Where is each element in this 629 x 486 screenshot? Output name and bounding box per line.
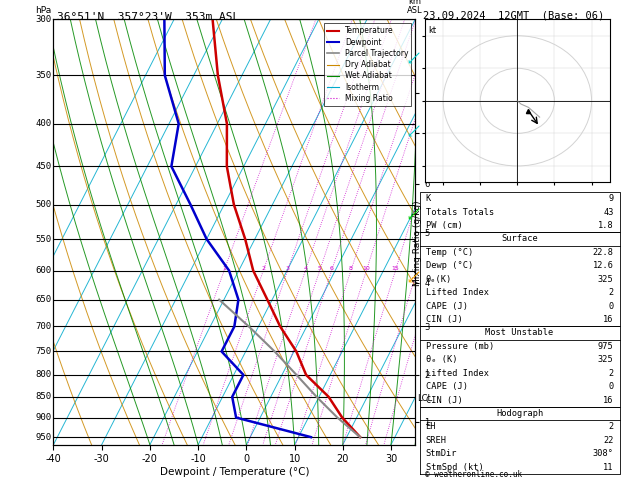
- Text: 1.8: 1.8: [598, 221, 613, 230]
- Text: 16: 16: [603, 315, 613, 324]
- Text: kt: kt: [428, 26, 437, 35]
- Text: 22.8: 22.8: [593, 248, 613, 257]
- Text: 15: 15: [391, 266, 399, 271]
- Text: 23.09.2024  12GMT  (Base: 06): 23.09.2024 12GMT (Base: 06): [423, 11, 604, 21]
- Text: km
ASL: km ASL: [408, 0, 423, 15]
- Text: 750: 750: [35, 347, 52, 356]
- Text: SREH: SREH: [426, 436, 447, 445]
- Text: Pressure (mb): Pressure (mb): [426, 342, 494, 351]
- Text: hPa: hPa: [35, 6, 52, 15]
- Text: StmDir: StmDir: [426, 449, 457, 458]
- Text: 2: 2: [261, 266, 265, 271]
- Text: 2: 2: [608, 369, 613, 378]
- Text: CAPE (J): CAPE (J): [426, 382, 467, 391]
- Text: Dewp (°C): Dewp (°C): [426, 261, 473, 270]
- Text: 3: 3: [286, 266, 289, 271]
- Text: 12.6: 12.6: [593, 261, 613, 270]
- Text: 325: 325: [598, 355, 613, 364]
- Text: 600: 600: [35, 266, 52, 275]
- Text: Surface: Surface: [501, 234, 538, 243]
- Text: CIN (J): CIN (J): [426, 396, 462, 404]
- Text: LCL: LCL: [417, 395, 432, 403]
- Text: 0: 0: [608, 382, 613, 391]
- Text: 6: 6: [330, 266, 333, 271]
- Text: 325: 325: [598, 275, 613, 284]
- Text: ⟵: ⟵: [405, 205, 424, 223]
- Text: 11: 11: [603, 463, 613, 471]
- Text: Lifted Index: Lifted Index: [426, 288, 489, 297]
- Text: 300: 300: [35, 15, 52, 24]
- Text: 950: 950: [35, 433, 52, 442]
- Text: 8: 8: [349, 266, 353, 271]
- Text: Temp (°C): Temp (°C): [426, 248, 473, 257]
- Text: 700: 700: [35, 322, 52, 331]
- Text: 500: 500: [35, 200, 52, 209]
- Text: Mixing Ratio (g/kg): Mixing Ratio (g/kg): [413, 200, 422, 286]
- Text: 5: 5: [318, 266, 321, 271]
- Text: 350: 350: [35, 71, 52, 80]
- Text: 800: 800: [35, 370, 52, 380]
- Text: 308°: 308°: [593, 449, 613, 458]
- Text: © weatheronline.co.uk: © weatheronline.co.uk: [425, 469, 521, 479]
- Text: 16: 16: [603, 396, 613, 404]
- Text: 0: 0: [608, 302, 613, 311]
- Text: Most Unstable: Most Unstable: [486, 329, 554, 337]
- Text: θₑ(K): θₑ(K): [426, 275, 452, 284]
- Text: PW (cm): PW (cm): [426, 221, 462, 230]
- Text: θₑ (K): θₑ (K): [426, 355, 457, 364]
- Text: 43: 43: [603, 208, 613, 217]
- Text: ⟵: ⟵: [405, 122, 424, 140]
- Text: 850: 850: [35, 392, 52, 401]
- Text: 1: 1: [222, 266, 226, 271]
- Text: 900: 900: [35, 413, 52, 422]
- Text: Lifted Index: Lifted Index: [426, 369, 489, 378]
- Text: 400: 400: [35, 119, 52, 128]
- Text: EH: EH: [426, 422, 436, 432]
- Text: ⟵: ⟵: [405, 268, 424, 286]
- Text: 22: 22: [603, 436, 613, 445]
- Text: ⟵: ⟵: [405, 49, 424, 68]
- Text: 650: 650: [35, 295, 52, 304]
- Text: Hodograph: Hodograph: [496, 409, 543, 418]
- Text: K: K: [426, 194, 431, 203]
- Text: 550: 550: [35, 235, 52, 243]
- Text: Totals Totals: Totals Totals: [426, 208, 494, 217]
- Text: CAPE (J): CAPE (J): [426, 302, 467, 311]
- Text: 2: 2: [608, 422, 613, 432]
- Text: 975: 975: [598, 342, 613, 351]
- Text: 4: 4: [303, 266, 308, 271]
- Text: 450: 450: [35, 162, 52, 171]
- Text: 2: 2: [608, 288, 613, 297]
- Text: CIN (J): CIN (J): [426, 315, 462, 324]
- Text: 36°51'N  357°23'W  353m ASL: 36°51'N 357°23'W 353m ASL: [57, 12, 239, 22]
- Legend: Temperature, Dewpoint, Parcel Trajectory, Dry Adiabat, Wet Adiabat, Isotherm, Mi: Temperature, Dewpoint, Parcel Trajectory…: [324, 23, 411, 106]
- Text: 9: 9: [608, 194, 613, 203]
- Text: StmSpd (kt): StmSpd (kt): [426, 463, 483, 471]
- Text: 10: 10: [362, 266, 370, 271]
- X-axis label: Dewpoint / Temperature (°C): Dewpoint / Temperature (°C): [160, 467, 309, 477]
